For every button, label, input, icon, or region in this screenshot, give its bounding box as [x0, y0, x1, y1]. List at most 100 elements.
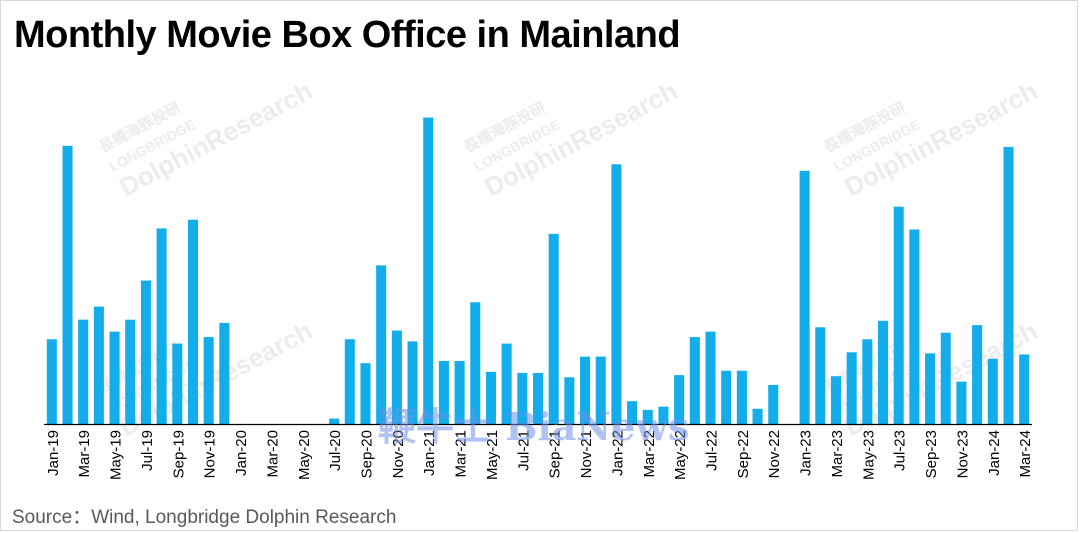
bar-Feb-19 [62, 145, 73, 424]
bar-Nov-22 [768, 384, 779, 424]
bar-Jun-23 [878, 320, 889, 424]
watermark-text-0-2: DolphinResearch [114, 75, 317, 202]
bar-May-21 [485, 371, 496, 424]
x-tick-label: Nov-22 [766, 430, 783, 478]
bar-Aug-21 [532, 372, 544, 424]
bar-Aug-20 [344, 339, 355, 424]
bar-Oct-22 [752, 408, 763, 424]
x-tick-label: Jan-19 [45, 430, 62, 476]
bianews-watermark-text: 鞭牛士 BiaNews [378, 404, 689, 449]
bar-Mar-24 [1019, 354, 1030, 424]
x-tick-label: Mar-20 [264, 430, 281, 478]
bar-Jul-20 [329, 418, 340, 424]
bar-Dec-19 [219, 322, 230, 424]
x-tick-label: Jan-24 [986, 430, 1003, 476]
x-tick-label: Jul-20 [327, 430, 344, 471]
bar-May-19 [109, 331, 120, 424]
x-tick-label: Sep-21 [547, 430, 564, 478]
bar-Jan-19 [46, 339, 57, 424]
bar-Dec-20 [407, 341, 418, 424]
x-tick-label: Jul-19 [139, 430, 156, 471]
bar-Feb-21 [438, 360, 449, 424]
bar-Jul-19 [140, 280, 151, 424]
x-tick-label: Jan-22 [609, 430, 626, 476]
bar-Oct-20 [376, 265, 387, 424]
bar-Sep-22 [736, 370, 747, 424]
bar-Feb-22 [627, 401, 638, 424]
bar-Apr-22 [658, 406, 669, 424]
bar-Mar-23 [830, 376, 841, 424]
x-tick-label: Jan-21 [421, 430, 438, 476]
bar-Jun-19 [125, 319, 136, 424]
bar-Sep-19 [172, 343, 183, 424]
bar-May-22 [674, 375, 685, 424]
x-tick-label: Sep-19 [170, 430, 187, 478]
x-tick-label: Mar-22 [641, 430, 658, 478]
bar-Nov-21 [580, 356, 591, 424]
bar-May-23 [862, 339, 873, 424]
bar-Apr-21 [470, 302, 481, 424]
bar-Jun-22 [689, 337, 700, 424]
bar-Mar-19 [78, 319, 89, 424]
bar-Apr-19 [93, 306, 104, 424]
bianews-overlay: 鞭牛士 BiaNews [378, 404, 689, 449]
x-tick-label: Mar-21 [453, 430, 470, 478]
source-note: Source：Wind, Longbridge Dolphin Research [12, 507, 397, 528]
bar-Mar-21 [454, 360, 465, 424]
x-tick-label: Nov-21 [578, 430, 595, 478]
x-tick-label: May-22 [672, 430, 689, 480]
x-tick-label: May-19 [108, 430, 125, 480]
bar-Feb-23 [815, 327, 826, 424]
bar-Jan-22 [611, 164, 622, 425]
x-tick-label: Jan-20 [233, 430, 250, 476]
bar-Apr-23 [846, 352, 857, 424]
bar-Jul-22 [705, 331, 716, 424]
bar-Oct-19 [187, 219, 199, 424]
chart-title: Monthly Movie Box Office in Mainland [14, 14, 681, 56]
bar-Sep-23 [925, 353, 936, 424]
x-tick-label: Jul-22 [704, 430, 721, 471]
bar-Aug-23 [909, 229, 920, 424]
x-tick-label: Mar-23 [829, 430, 846, 478]
bar-Jan-24 [987, 358, 998, 424]
bar-Oct-23 [940, 332, 951, 424]
x-tick-label: Jan-23 [798, 430, 815, 476]
bar-Nov-20 [391, 330, 402, 424]
bar-Dec-21 [595, 356, 606, 424]
bar-Oct-21 [564, 377, 575, 424]
x-tick-label: Sep-20 [358, 430, 375, 478]
bar-Sep-20 [360, 363, 371, 424]
x-tick-label: May-21 [484, 430, 501, 480]
bar-Aug-22 [721, 370, 732, 424]
bar-Jul-21 [517, 372, 528, 424]
x-tick-label: Mar-19 [76, 430, 93, 478]
x-tick-label: Sep-23 [923, 430, 940, 478]
x-tick-label: Sep-22 [735, 430, 752, 478]
x-tick-label: Nov-19 [202, 430, 219, 478]
watermark-text-1-2: DolphinResearch [479, 75, 682, 202]
x-tick-label: May-23 [860, 430, 877, 480]
bar-Jun-21 [501, 343, 512, 424]
bar-Jan-21 [423, 117, 434, 424]
x-tick-label: May-20 [296, 430, 313, 480]
x-tick-label: Jul-21 [515, 430, 532, 471]
x-axis-tick-labels: Jan-19 Mar-19 May-19 Jul-19 Sep-19 Nov-19 Jan-… [45, 430, 1034, 480]
bar-Nov-23 [956, 381, 967, 424]
x-tick-label: Mar-24 [1017, 430, 1034, 478]
bar-Jan-23 [799, 170, 810, 424]
bar-Dec-23 [972, 325, 983, 424]
x-tick-label: Jul-23 [892, 430, 909, 471]
x-tick-label: Nov-23 [954, 430, 971, 478]
bar-Feb-24 [1003, 146, 1014, 424]
x-tick-label: Nov-20 [390, 430, 407, 478]
bar-Nov-19 [203, 337, 214, 424]
bar-Aug-19 [156, 228, 167, 424]
bar-Mar-22 [642, 409, 653, 424]
bar-series [46, 117, 1030, 425]
bar-Jul-23 [893, 206, 904, 424]
bar-Sep-21 [548, 233, 559, 424]
